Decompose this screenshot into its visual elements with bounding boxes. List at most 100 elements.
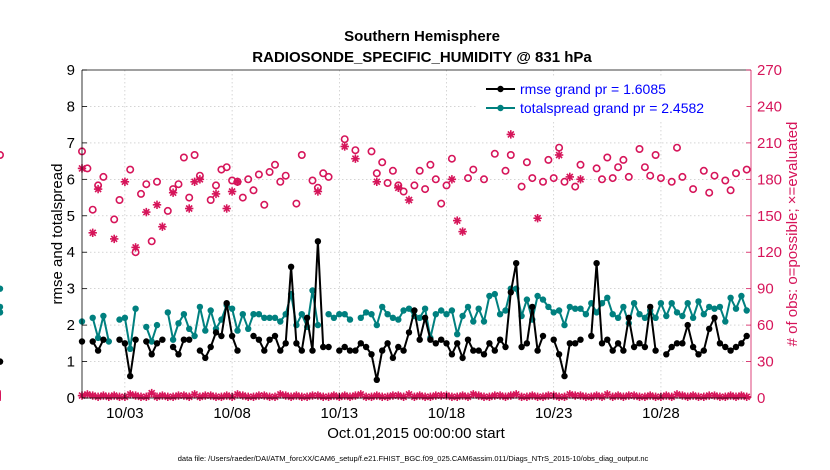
- obs-possible-point: [614, 163, 623, 172]
- totalspread-point: [496, 311, 504, 318]
- rmse-point: [475, 347, 482, 354]
- obs-possible-point: [469, 165, 478, 174]
- obs-baseline-point: [351, 391, 360, 400]
- totalspread-point: [175, 320, 182, 327]
- rmse-point: [555, 351, 563, 358]
- totalspread-point: [261, 314, 268, 321]
- obs-possible-point: [367, 147, 376, 156]
- rmse-point: [212, 329, 220, 336]
- obs-possible-point: [538, 177, 547, 186]
- rmse-point: [614, 340, 622, 347]
- x-tick-label: 10/18: [428, 405, 466, 422]
- y2-tick-label: 150: [757, 208, 782, 225]
- totalspread-point: [389, 314, 397, 321]
- totalspread-point: [368, 311, 375, 318]
- totalspread-point: [555, 307, 563, 314]
- obs-baseline-point: [587, 392, 596, 401]
- obs-evaluated-point: [142, 207, 151, 217]
- rmse-point: [684, 321, 691, 329]
- obs-possible-point: [710, 171, 719, 180]
- rmse-point: [196, 347, 204, 354]
- totalspread-point: [105, 338, 113, 345]
- rmse-point: [411, 307, 418, 314]
- y2-tick-label: 270: [757, 62, 782, 79]
- obs-baseline-point: [410, 392, 419, 401]
- totalspread-point: [711, 305, 718, 312]
- totalspread-point: [614, 314, 622, 321]
- obs-possible-point: [410, 181, 419, 190]
- obs-baseline-point: [217, 392, 226, 401]
- totalspread-point: [127, 345, 134, 352]
- rmse-point: [641, 343, 649, 351]
- obs-possible-point: [254, 170, 263, 179]
- rmse-point: [625, 314, 632, 321]
- rmse-point: [448, 351, 456, 358]
- rmse-point: [443, 340, 450, 347]
- rmse-point: [695, 351, 702, 358]
- totalspread-point: [577, 305, 584, 312]
- totalspread-point: [673, 309, 681, 316]
- rmse-point: [266, 336, 273, 343]
- totalspread-point: [153, 321, 161, 329]
- obs-possible-point: [110, 215, 119, 224]
- obs-possible-point: [222, 163, 231, 172]
- obs-baseline-point: [453, 392, 462, 401]
- obs-possible-point: [624, 172, 633, 181]
- rmse-point: [169, 343, 177, 351]
- rmse-point: [341, 343, 348, 351]
- totalspread-point: [314, 321, 322, 329]
- obs-evaluated-point: [110, 234, 119, 244]
- y-tick-label: 5: [67, 208, 75, 225]
- rmse-point: [132, 336, 139, 343]
- obs-possible-point: [571, 182, 580, 191]
- totalspread-point: [502, 307, 509, 314]
- totalspread-point: [732, 305, 740, 312]
- obs-baseline-point: [93, 392, 103, 401]
- totalspread-point: [164, 309, 171, 316]
- obs-evaluated-point: [565, 172, 574, 182]
- totalspread-point: [416, 314, 423, 321]
- rmse-point: [647, 303, 654, 311]
- totalspread-point: [202, 327, 209, 334]
- totalspread-point: [143, 323, 150, 331]
- totalspread-point: [245, 325, 252, 332]
- obs-baseline-point: [249, 392, 258, 401]
- obs-evaluated-point: [152, 200, 162, 209]
- obs-possible-point: [560, 177, 569, 186]
- rmse-point: [282, 340, 289, 347]
- obs-baseline-point: [168, 392, 178, 401]
- obs-possible-point: [249, 186, 258, 195]
- rmse-point: [368, 351, 375, 358]
- totalspread-point: [459, 312, 466, 320]
- rmse-point: [143, 338, 150, 345]
- totalspread-point: [132, 305, 139, 312]
- obs-possible-point: [726, 186, 735, 195]
- rmse-point: [689, 343, 697, 351]
- rmse-point: [373, 376, 380, 383]
- obs-possible-point: [126, 165, 135, 174]
- rmse-point: [314, 238, 322, 245]
- totalspread-point: [169, 336, 177, 343]
- totalspread-point: [743, 307, 750, 314]
- rmse-point: [711, 314, 718, 321]
- rmse-point: [427, 336, 434, 343]
- totalspread-point: [561, 321, 568, 329]
- rmse-point: [94, 347, 102, 354]
- totalspread-point: [722, 318, 729, 325]
- obs-evaluated-point: [185, 204, 194, 213]
- axes-frame: [81, 69, 752, 399]
- obs-baseline-point: [367, 392, 376, 401]
- obs-possible-point: [672, 143, 681, 152]
- obs-possible-point: [351, 146, 360, 155]
- totalspread-point: [684, 300, 691, 307]
- y-tick-label: 8: [67, 98, 75, 115]
- obs-possible-point: [276, 177, 285, 186]
- rmse-point: [593, 260, 600, 267]
- obs-possible-point: [608, 174, 617, 183]
- obs-evaluated-point: [506, 130, 515, 139]
- y2-tick-label: 120: [757, 244, 782, 261]
- obs-possible-point: [281, 171, 290, 180]
- totalspread-point: [357, 314, 364, 321]
- rmse-point: [470, 347, 477, 354]
- rmse-point: [438, 336, 445, 343]
